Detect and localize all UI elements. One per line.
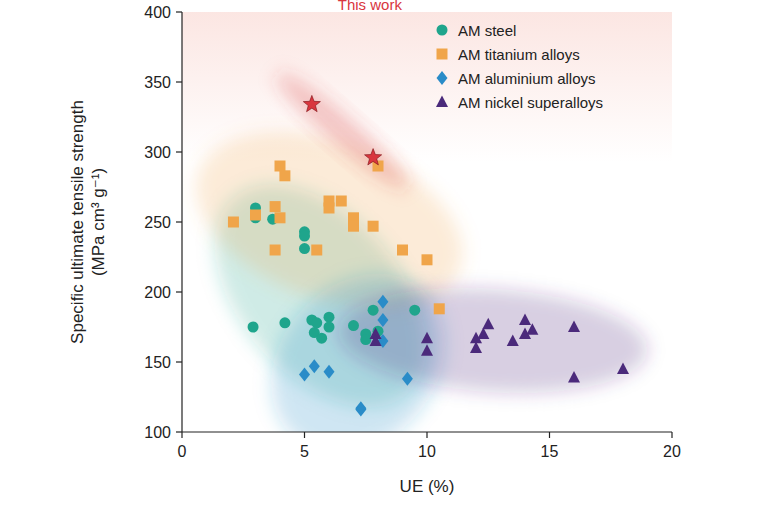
legend-marker xyxy=(437,71,448,85)
x-tick xyxy=(549,432,550,438)
y-axis-label: (MPa cm³ g⁻¹) xyxy=(89,168,108,276)
x-tick-label: 0 xyxy=(178,443,187,460)
point xyxy=(228,217,239,228)
point xyxy=(311,317,322,328)
legend-label: AM titanium alloys xyxy=(458,46,580,63)
point xyxy=(279,317,290,328)
point xyxy=(470,342,482,354)
point xyxy=(397,245,408,256)
y-tick xyxy=(176,431,182,432)
axes: 0 5 10 15 20 100 150 200 250 300 350 400 xyxy=(144,4,681,460)
legend-marker xyxy=(436,96,448,108)
y-tick xyxy=(176,221,182,222)
x-tick-label: 20 xyxy=(663,443,681,460)
point xyxy=(360,334,371,345)
point xyxy=(482,318,494,330)
point xyxy=(348,221,359,232)
x-tick xyxy=(426,432,427,438)
point xyxy=(409,305,420,316)
point xyxy=(324,365,335,379)
y-tick xyxy=(176,151,182,152)
chart: 0 5 10 15 20 100 150 200 250 300 350 400 UE (%) Speci… xyxy=(0,0,768,512)
point xyxy=(275,161,286,172)
y-tick-label: 150 xyxy=(144,354,171,371)
legend-marker xyxy=(437,49,448,60)
point xyxy=(270,245,281,256)
point xyxy=(365,149,382,165)
x-tick-label: 15 xyxy=(541,443,559,460)
point xyxy=(402,372,413,386)
point xyxy=(324,322,335,333)
x-tick xyxy=(671,432,672,438)
point xyxy=(299,368,310,382)
point xyxy=(568,371,580,383)
point xyxy=(355,403,366,417)
cluster-ellipse xyxy=(335,279,651,403)
point xyxy=(311,245,322,256)
y-tick xyxy=(176,11,182,12)
point xyxy=(507,335,519,347)
point xyxy=(309,359,320,373)
point xyxy=(368,305,379,316)
point xyxy=(250,210,261,221)
point xyxy=(526,323,538,335)
y-tick-label: 250 xyxy=(144,214,171,231)
point xyxy=(348,320,359,331)
point xyxy=(421,344,433,356)
legend-label: AM aluminium alloys xyxy=(458,70,596,87)
point xyxy=(336,196,347,207)
point xyxy=(275,212,286,223)
point xyxy=(270,201,281,212)
y-tick-label: 100 xyxy=(144,424,171,441)
legend: AM steel AM titanium alloys AM aluminium a… xyxy=(436,22,603,111)
point xyxy=(324,203,335,214)
y-tick-label: 300 xyxy=(144,144,171,161)
y-tick-label: 400 xyxy=(144,4,171,21)
point xyxy=(299,231,310,242)
point xyxy=(324,312,335,323)
point xyxy=(279,170,290,181)
point xyxy=(299,243,310,254)
annotation: This work xyxy=(338,0,403,13)
point xyxy=(377,313,388,327)
y-tick-label: 200 xyxy=(144,284,171,301)
y-tick-label: 350 xyxy=(144,74,171,91)
legend-label: AM steel xyxy=(458,22,516,39)
x-tick-label: 10 xyxy=(418,443,436,460)
point xyxy=(368,221,379,232)
point xyxy=(568,321,580,333)
points xyxy=(228,95,629,416)
point xyxy=(303,95,320,111)
clusters xyxy=(182,63,651,432)
point xyxy=(477,328,489,340)
point xyxy=(316,333,327,344)
y-tick xyxy=(176,361,182,362)
point xyxy=(434,303,445,314)
point xyxy=(377,295,388,309)
x-tick-label: 5 xyxy=(300,443,309,460)
y-axis-label: Specific ultimate tensile strength xyxy=(68,100,87,344)
point xyxy=(617,363,629,375)
x-tick xyxy=(304,432,305,438)
x-tick xyxy=(181,432,182,438)
cluster-ellipse xyxy=(268,63,418,198)
point xyxy=(422,254,433,265)
point xyxy=(519,314,531,326)
legend-marker xyxy=(437,25,448,36)
y-tick xyxy=(176,291,182,292)
point xyxy=(421,332,433,344)
point xyxy=(248,322,259,333)
y-tick xyxy=(176,81,182,82)
legend-label: AM nickel superalloys xyxy=(458,94,603,111)
x-axis-label: UE (%) xyxy=(400,477,455,496)
point xyxy=(370,335,382,347)
